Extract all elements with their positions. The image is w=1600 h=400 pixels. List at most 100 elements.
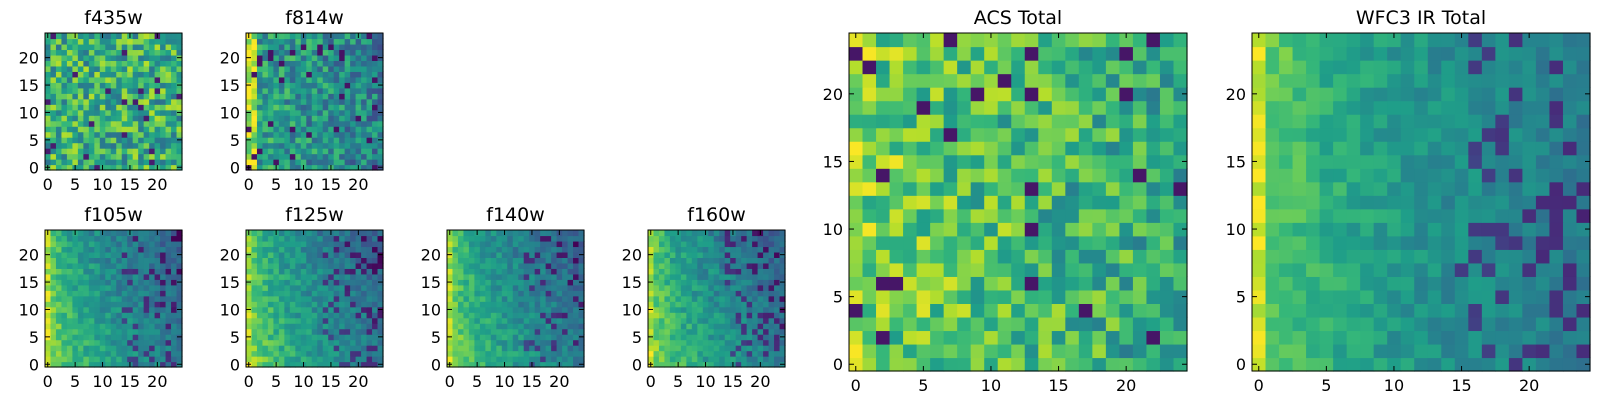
heatmap-cell bbox=[306, 153, 313, 160]
heatmap-cell bbox=[176, 131, 183, 138]
heatmap-cell bbox=[540, 328, 547, 335]
heatmap-cell bbox=[523, 290, 530, 297]
heatmap-cell bbox=[339, 279, 346, 286]
heatmap-cell bbox=[1105, 222, 1120, 237]
heatmap-cell bbox=[457, 328, 465, 335]
heatmap-cell bbox=[273, 350, 280, 357]
heatmap-cell bbox=[1346, 316, 1361, 332]
heatmap-cell bbox=[479, 230, 486, 237]
heatmap-cell bbox=[138, 334, 145, 341]
heatmap-cell bbox=[83, 350, 90, 357]
heatmap-cell bbox=[295, 251, 302, 258]
heatmap-cell bbox=[300, 109, 307, 116]
heatmap-cell bbox=[55, 109, 63, 116]
heatmap-cell bbox=[262, 323, 269, 330]
heatmap-cell bbox=[1011, 262, 1026, 277]
heatmap-cell bbox=[1078, 249, 1093, 264]
heatmap-cell bbox=[903, 235, 918, 250]
heatmap-cell bbox=[143, 295, 150, 302]
heatmap-cell bbox=[578, 290, 585, 297]
heatmap-cell bbox=[121, 65, 128, 72]
heatmap-cell bbox=[540, 230, 547, 237]
heatmap-cell bbox=[876, 154, 891, 169]
heatmap-cell bbox=[361, 126, 368, 133]
heatmap-cell bbox=[267, 328, 274, 335]
heatmap-cell bbox=[943, 262, 958, 277]
heatmap-cell bbox=[1495, 343, 1510, 359]
heatmap-cell bbox=[1173, 100, 1188, 115]
heatmap-cell bbox=[273, 38, 280, 45]
heatmap-cell bbox=[143, 43, 150, 51]
heatmap-cell bbox=[474, 328, 481, 335]
heatmap-cell bbox=[763, 251, 770, 258]
heatmap-cell bbox=[328, 334, 335, 341]
heatmap-cell bbox=[262, 104, 269, 111]
heatmap-cell bbox=[768, 328, 775, 335]
heatmap-cell bbox=[540, 317, 547, 324]
heatmap-cell bbox=[534, 251, 541, 258]
heatmap-cell bbox=[171, 104, 178, 111]
heatmap-cell bbox=[1427, 168, 1442, 183]
heatmap-cell bbox=[1159, 195, 1175, 210]
heatmap-cell bbox=[1159, 316, 1175, 332]
heatmap-cell bbox=[165, 131, 172, 138]
heatmap-cell bbox=[957, 33, 972, 48]
heatmap-cell bbox=[328, 109, 335, 116]
heatmap-cell bbox=[160, 312, 167, 319]
heatmap-cell bbox=[485, 246, 492, 253]
x-tick-label: 20 bbox=[348, 372, 368, 391]
heatmap-cell bbox=[88, 273, 95, 280]
heatmap-cell bbox=[251, 257, 258, 264]
heatmap-cell bbox=[306, 306, 313, 313]
heatmap-cell bbox=[361, 60, 368, 67]
heatmap-cell bbox=[77, 87, 84, 94]
heatmap-cell bbox=[317, 87, 324, 94]
heatmap-cell bbox=[567, 273, 574, 280]
heatmap-cell bbox=[361, 109, 368, 116]
heatmap-cell bbox=[110, 361, 117, 368]
heatmap-cell bbox=[984, 195, 999, 210]
heatmap-cell bbox=[361, 323, 368, 330]
heatmap-cell bbox=[366, 339, 373, 346]
heatmap-cell bbox=[355, 115, 362, 122]
heatmap-cell bbox=[289, 295, 296, 302]
heatmap-cell bbox=[149, 235, 156, 242]
heatmap-cell bbox=[138, 164, 145, 171]
heatmap-cell bbox=[256, 126, 264, 133]
heatmap-cell bbox=[121, 301, 128, 308]
heatmap-cell bbox=[474, 235, 481, 242]
heatmap-cell bbox=[361, 98, 368, 105]
heatmap-cell bbox=[529, 323, 536, 330]
heatmap-cell bbox=[741, 246, 748, 253]
heatmap-cell bbox=[50, 235, 57, 242]
heatmap-cell bbox=[1549, 330, 1564, 345]
heatmap-cell bbox=[45, 87, 52, 94]
heatmap-cell bbox=[1119, 276, 1134, 291]
heatmap-cell bbox=[697, 268, 704, 275]
heatmap-cell bbox=[479, 273, 486, 280]
heatmap-cell bbox=[862, 303, 877, 318]
heatmap-cell bbox=[903, 249, 918, 264]
heatmap-cell bbox=[774, 246, 781, 253]
heatmap-cell bbox=[1038, 181, 1053, 196]
heatmap-cell bbox=[876, 249, 891, 264]
heatmap-cell bbox=[1092, 154, 1107, 169]
heatmap-cell bbox=[328, 93, 335, 100]
heatmap-cell bbox=[763, 350, 770, 357]
heatmap-cell bbox=[143, 251, 150, 258]
heatmap-cell bbox=[713, 279, 720, 286]
heatmap-cell bbox=[138, 240, 145, 248]
heatmap-cell bbox=[72, 356, 79, 363]
heatmap-cell bbox=[889, 316, 904, 332]
heatmap-cell bbox=[1159, 330, 1175, 345]
heatmap-cell bbox=[763, 246, 770, 253]
heatmap-cell bbox=[691, 251, 698, 258]
heatmap-cell bbox=[355, 76, 362, 83]
heatmap-cell bbox=[675, 257, 682, 264]
heatmap-cell bbox=[719, 279, 726, 286]
heatmap-cell bbox=[1400, 330, 1415, 345]
heatmap-cell bbox=[1265, 195, 1280, 210]
heatmap-cell bbox=[1292, 181, 1307, 196]
heatmap-cell bbox=[176, 33, 183, 40]
heatmap-cell bbox=[333, 240, 340, 248]
